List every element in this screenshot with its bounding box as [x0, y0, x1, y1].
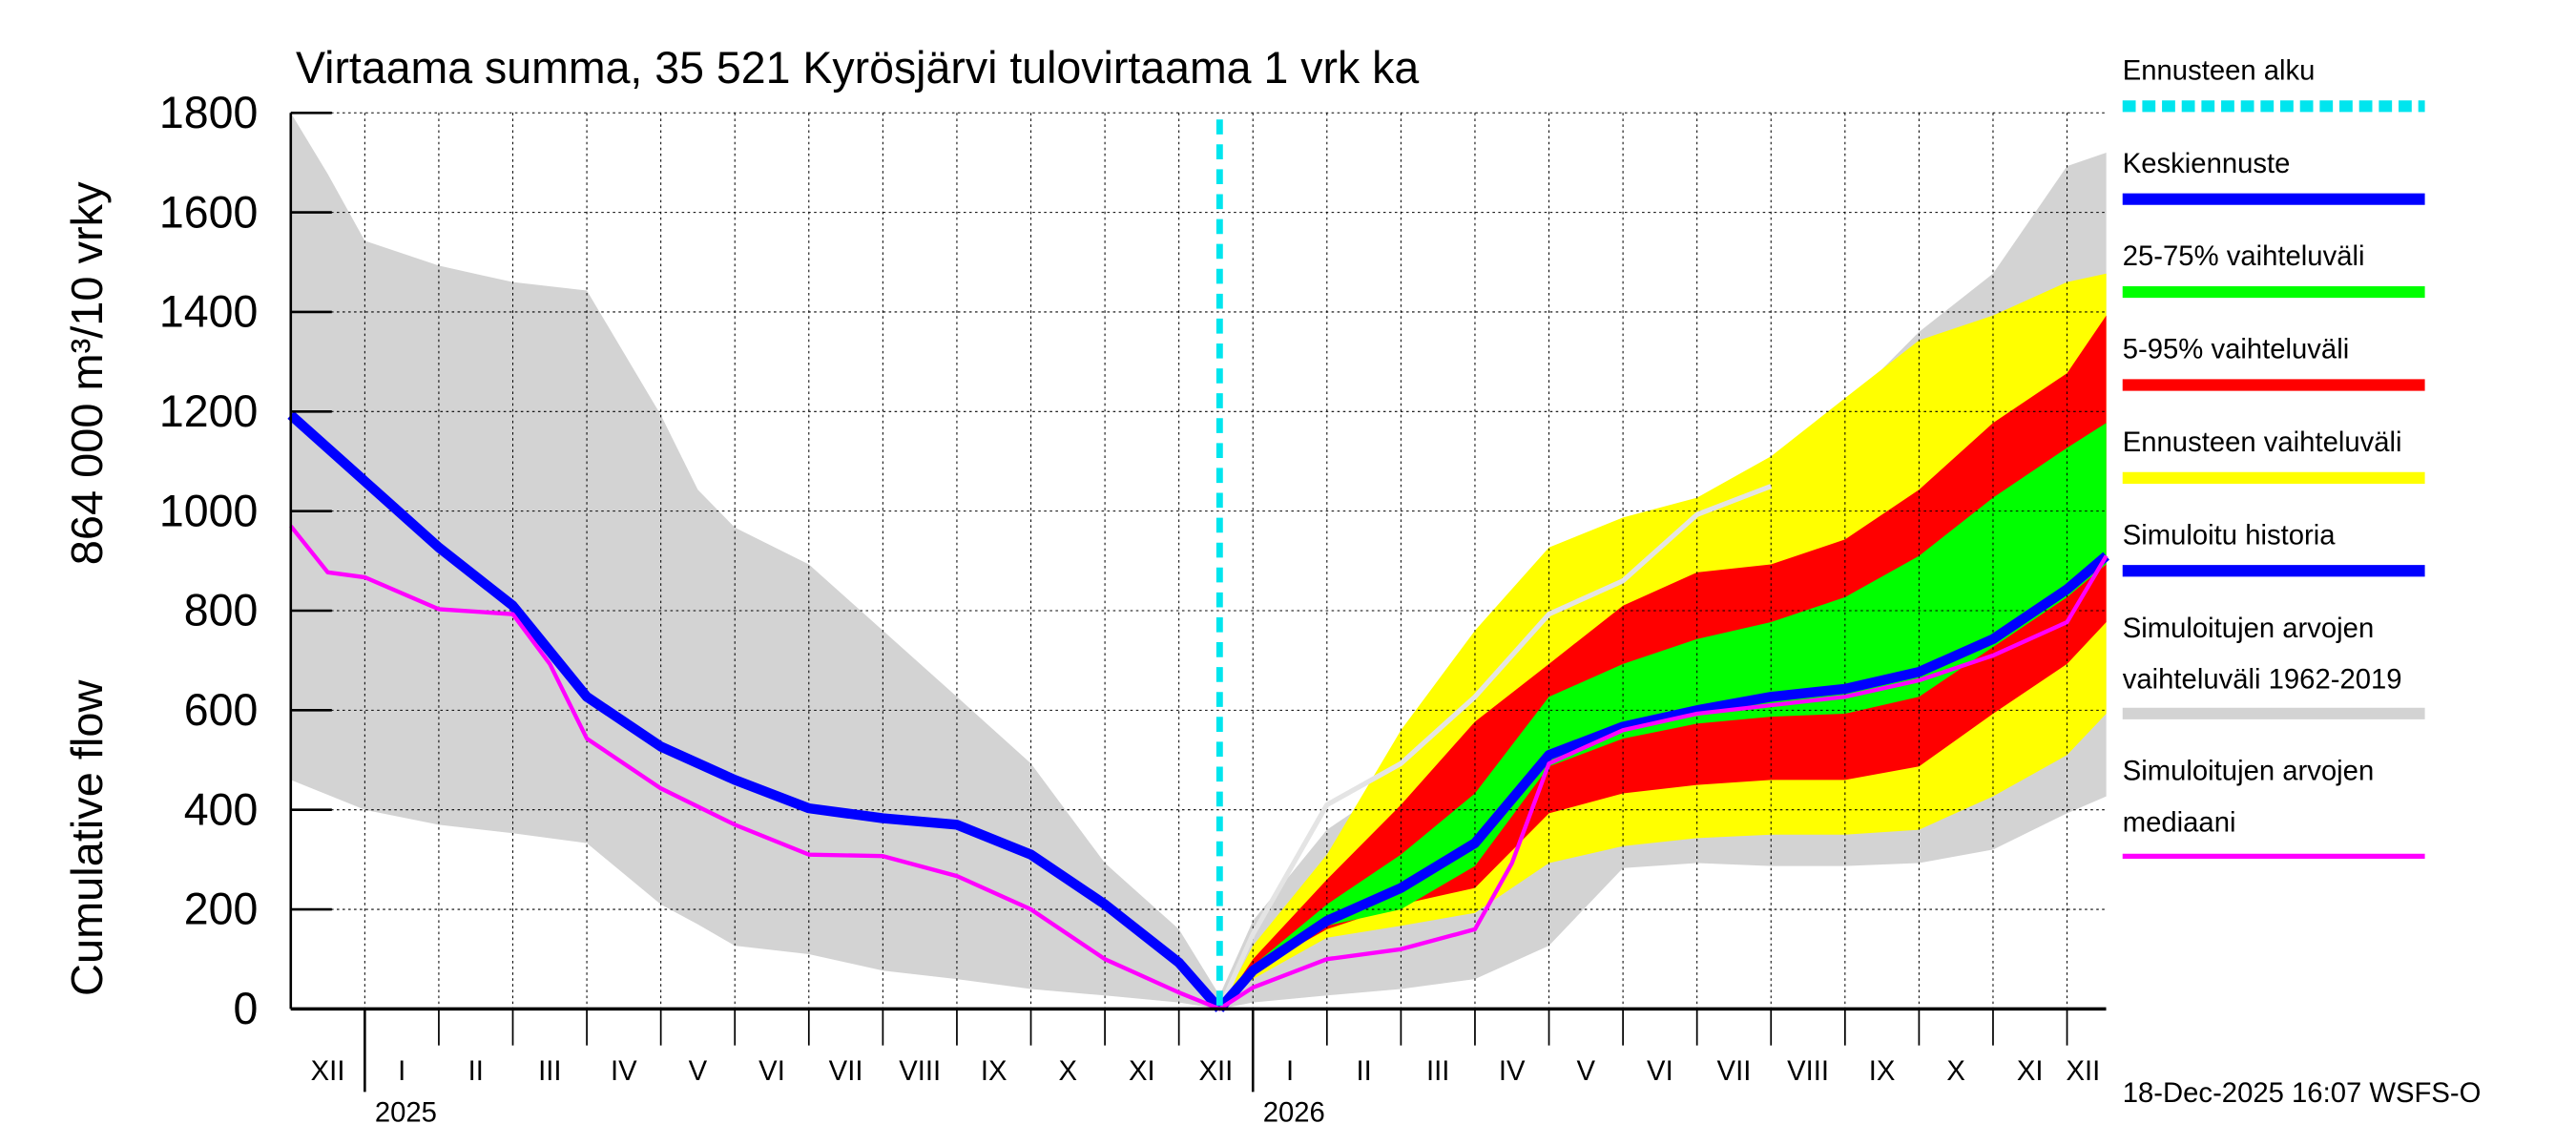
y-tick-label: 1000 [159, 486, 258, 535]
legend-label: vaihteluväli 1962-2019 [2123, 664, 2402, 696]
month-label: X [1059, 1055, 1078, 1087]
month-label: V [689, 1055, 708, 1087]
timestamp: 18-Dec-2025 16:07 WSFS-O [2123, 1077, 2482, 1109]
month-label: XI [1129, 1055, 1155, 1087]
month-label: IX [981, 1055, 1008, 1087]
legend-label: Ennusteen alku [2123, 54, 2316, 86]
y-axis-label-fi: 864 000 m³/10 vrky [62, 181, 112, 566]
legend-label: Ennusteen vaihteluväli [2123, 427, 2402, 458]
month-label: XI [2017, 1055, 2044, 1087]
month-label: VI [758, 1055, 785, 1087]
y-tick-label: 400 [184, 784, 259, 834]
legend-label: Simuloitujen arvojen [2123, 613, 2374, 644]
y-tick-label: 200 [184, 884, 259, 933]
legend-label: 5-95% vaihteluväli [2123, 334, 2349, 365]
month-label: III [538, 1055, 561, 1087]
y-tick-label: 1800 [159, 88, 258, 137]
y-tick-label: 1600 [159, 187, 258, 237]
legend-label: mediaani [2123, 806, 2236, 838]
month-label: IX [1869, 1055, 1896, 1087]
month-label: X [1946, 1055, 1965, 1087]
series-line-1 [287, 411, 1224, 1012]
y-tick-label: 600 [184, 685, 259, 735]
month-label: V [1577, 1055, 1596, 1087]
y-axis-label-en: Cumulative flow [62, 679, 112, 996]
month-label: VIII [1787, 1055, 1829, 1087]
month-label: XII [311, 1055, 345, 1087]
month-label: VIII [899, 1055, 941, 1087]
y-tick-label: 1200 [159, 386, 258, 436]
month-label: III [1426, 1055, 1449, 1087]
legend-label: Simuloitu historia [2123, 519, 2336, 551]
series-line-2 [1215, 552, 2109, 1012]
month-label: II [1356, 1055, 1371, 1087]
month-label: IV [1499, 1055, 1526, 1087]
y-tick-label: 800 [184, 585, 259, 635]
y-tick-label: 1400 [159, 286, 258, 336]
month-label: I [1286, 1055, 1294, 1087]
legend: Ennusteen alku Keskiennuste 25-75% vaihtel… [2123, 54, 2425, 859]
chart-title: Virtaama summa, 35 521 Kyrösjärvi tulovi… [296, 43, 1419, 93]
month-label: VII [1717, 1055, 1752, 1087]
lines-layer [287, 119, 2109, 1012]
grid-layer [290, 112, 2107, 1010]
series-line-3 [289, 524, 2109, 1011]
series-line-0 [1216, 484, 1773, 1010]
month-label: II [468, 1055, 484, 1087]
month-label: XII [1199, 1055, 1234, 1087]
month-label: XII [2067, 1055, 2101, 1087]
month-label: I [398, 1055, 405, 1087]
month-label: IV [611, 1055, 637, 1087]
legend-label: Keskiennuste [2123, 148, 2291, 179]
y-tick-label: 0 [233, 984, 258, 1033]
legend-label: Simuloitujen arvojen [2123, 755, 2374, 786]
legend-label: 25-75% vaihteluväli [2123, 240, 2365, 272]
year-label: 2025 [375, 1097, 437, 1129]
month-label: VII [829, 1055, 863, 1087]
year-label: 2026 [1263, 1097, 1325, 1129]
month-label: VI [1647, 1055, 1673, 1087]
